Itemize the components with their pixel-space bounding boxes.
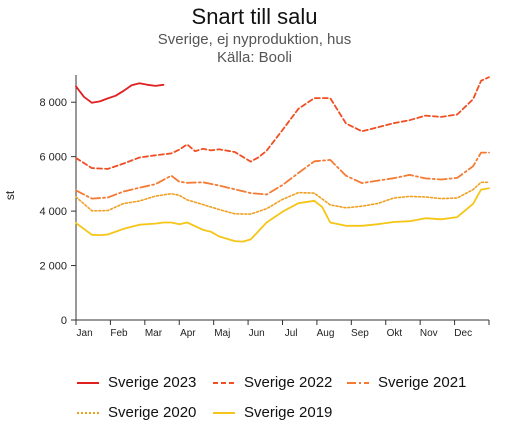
series-line	[75, 82, 165, 104]
y-tick-label: 8 000	[39, 97, 67, 109]
series-line	[75, 181, 490, 215]
x-tick-label: Maj	[214, 328, 230, 339]
y-tick-label: 6 000	[39, 152, 67, 164]
x-tick-label: Nov	[420, 328, 438, 339]
legend-item: Sverige 2023	[76, 374, 196, 391]
series-line	[75, 187, 490, 243]
legend-label: Sverige 2020	[108, 404, 197, 421]
legend-label: Sverige 2022	[244, 374, 333, 391]
chart-legend: Sverige 2023 Sverige 2022 Sverige 2021 Sver…	[0, 370, 509, 430]
legend-label: Sverige 2023	[108, 374, 197, 391]
y-tick-label: 0	[61, 315, 67, 327]
x-tick-label: Okt	[387, 328, 403, 339]
legend-label: Sverige 2019	[244, 404, 333, 421]
legend-item: Sverige 2021	[346, 374, 466, 391]
legend-swatch	[347, 381, 369, 384]
chart-subtitle-line-1: Sverige, ej nyproduktion, hus	[157, 31, 352, 48]
x-tick-label: Mar	[145, 328, 163, 339]
x-tick-label: Aug	[317, 328, 335, 339]
x-tick-label: Jul	[285, 328, 298, 339]
legend-item: Sverige 2020	[76, 404, 196, 421]
x-tick-label: Sep	[351, 328, 369, 339]
chart-subtitle-line-2: Källa: Booli	[216, 49, 293, 66]
chart-title: Snart till salu	[191, 4, 318, 29]
x-tick-label: Dec	[454, 328, 472, 339]
legend-label: Sverige 2021	[378, 374, 467, 391]
legend-item: Sverige 2019	[212, 404, 332, 421]
x-tick-label: Apr	[180, 328, 196, 339]
series-line	[75, 76, 490, 170]
y-tick-label: 2 000	[39, 261, 67, 273]
x-tick-label: Jun	[249, 328, 265, 339]
y-axis: 0 2 000 4 000 6 000 8 000 st	[3, 75, 77, 327]
y-tick-label: 4 000	[39, 206, 67, 218]
x-tick-label: Feb	[110, 328, 128, 339]
legend-swatch	[213, 411, 235, 414]
y-axis-title: st	[3, 190, 17, 200]
legend-swatch	[77, 381, 99, 384]
series-line	[75, 151, 490, 200]
legend-swatch	[213, 381, 235, 384]
legend-swatch	[77, 411, 99, 414]
legend-item: Sverige 2022	[212, 374, 332, 391]
x-tick-label: Jan	[77, 328, 93, 339]
series-layer	[75, 76, 490, 243]
x-axis: Jan Feb Mar Apr Maj Jun Jul Aug Sep Okt Nov Dec	[75, 319, 490, 339]
